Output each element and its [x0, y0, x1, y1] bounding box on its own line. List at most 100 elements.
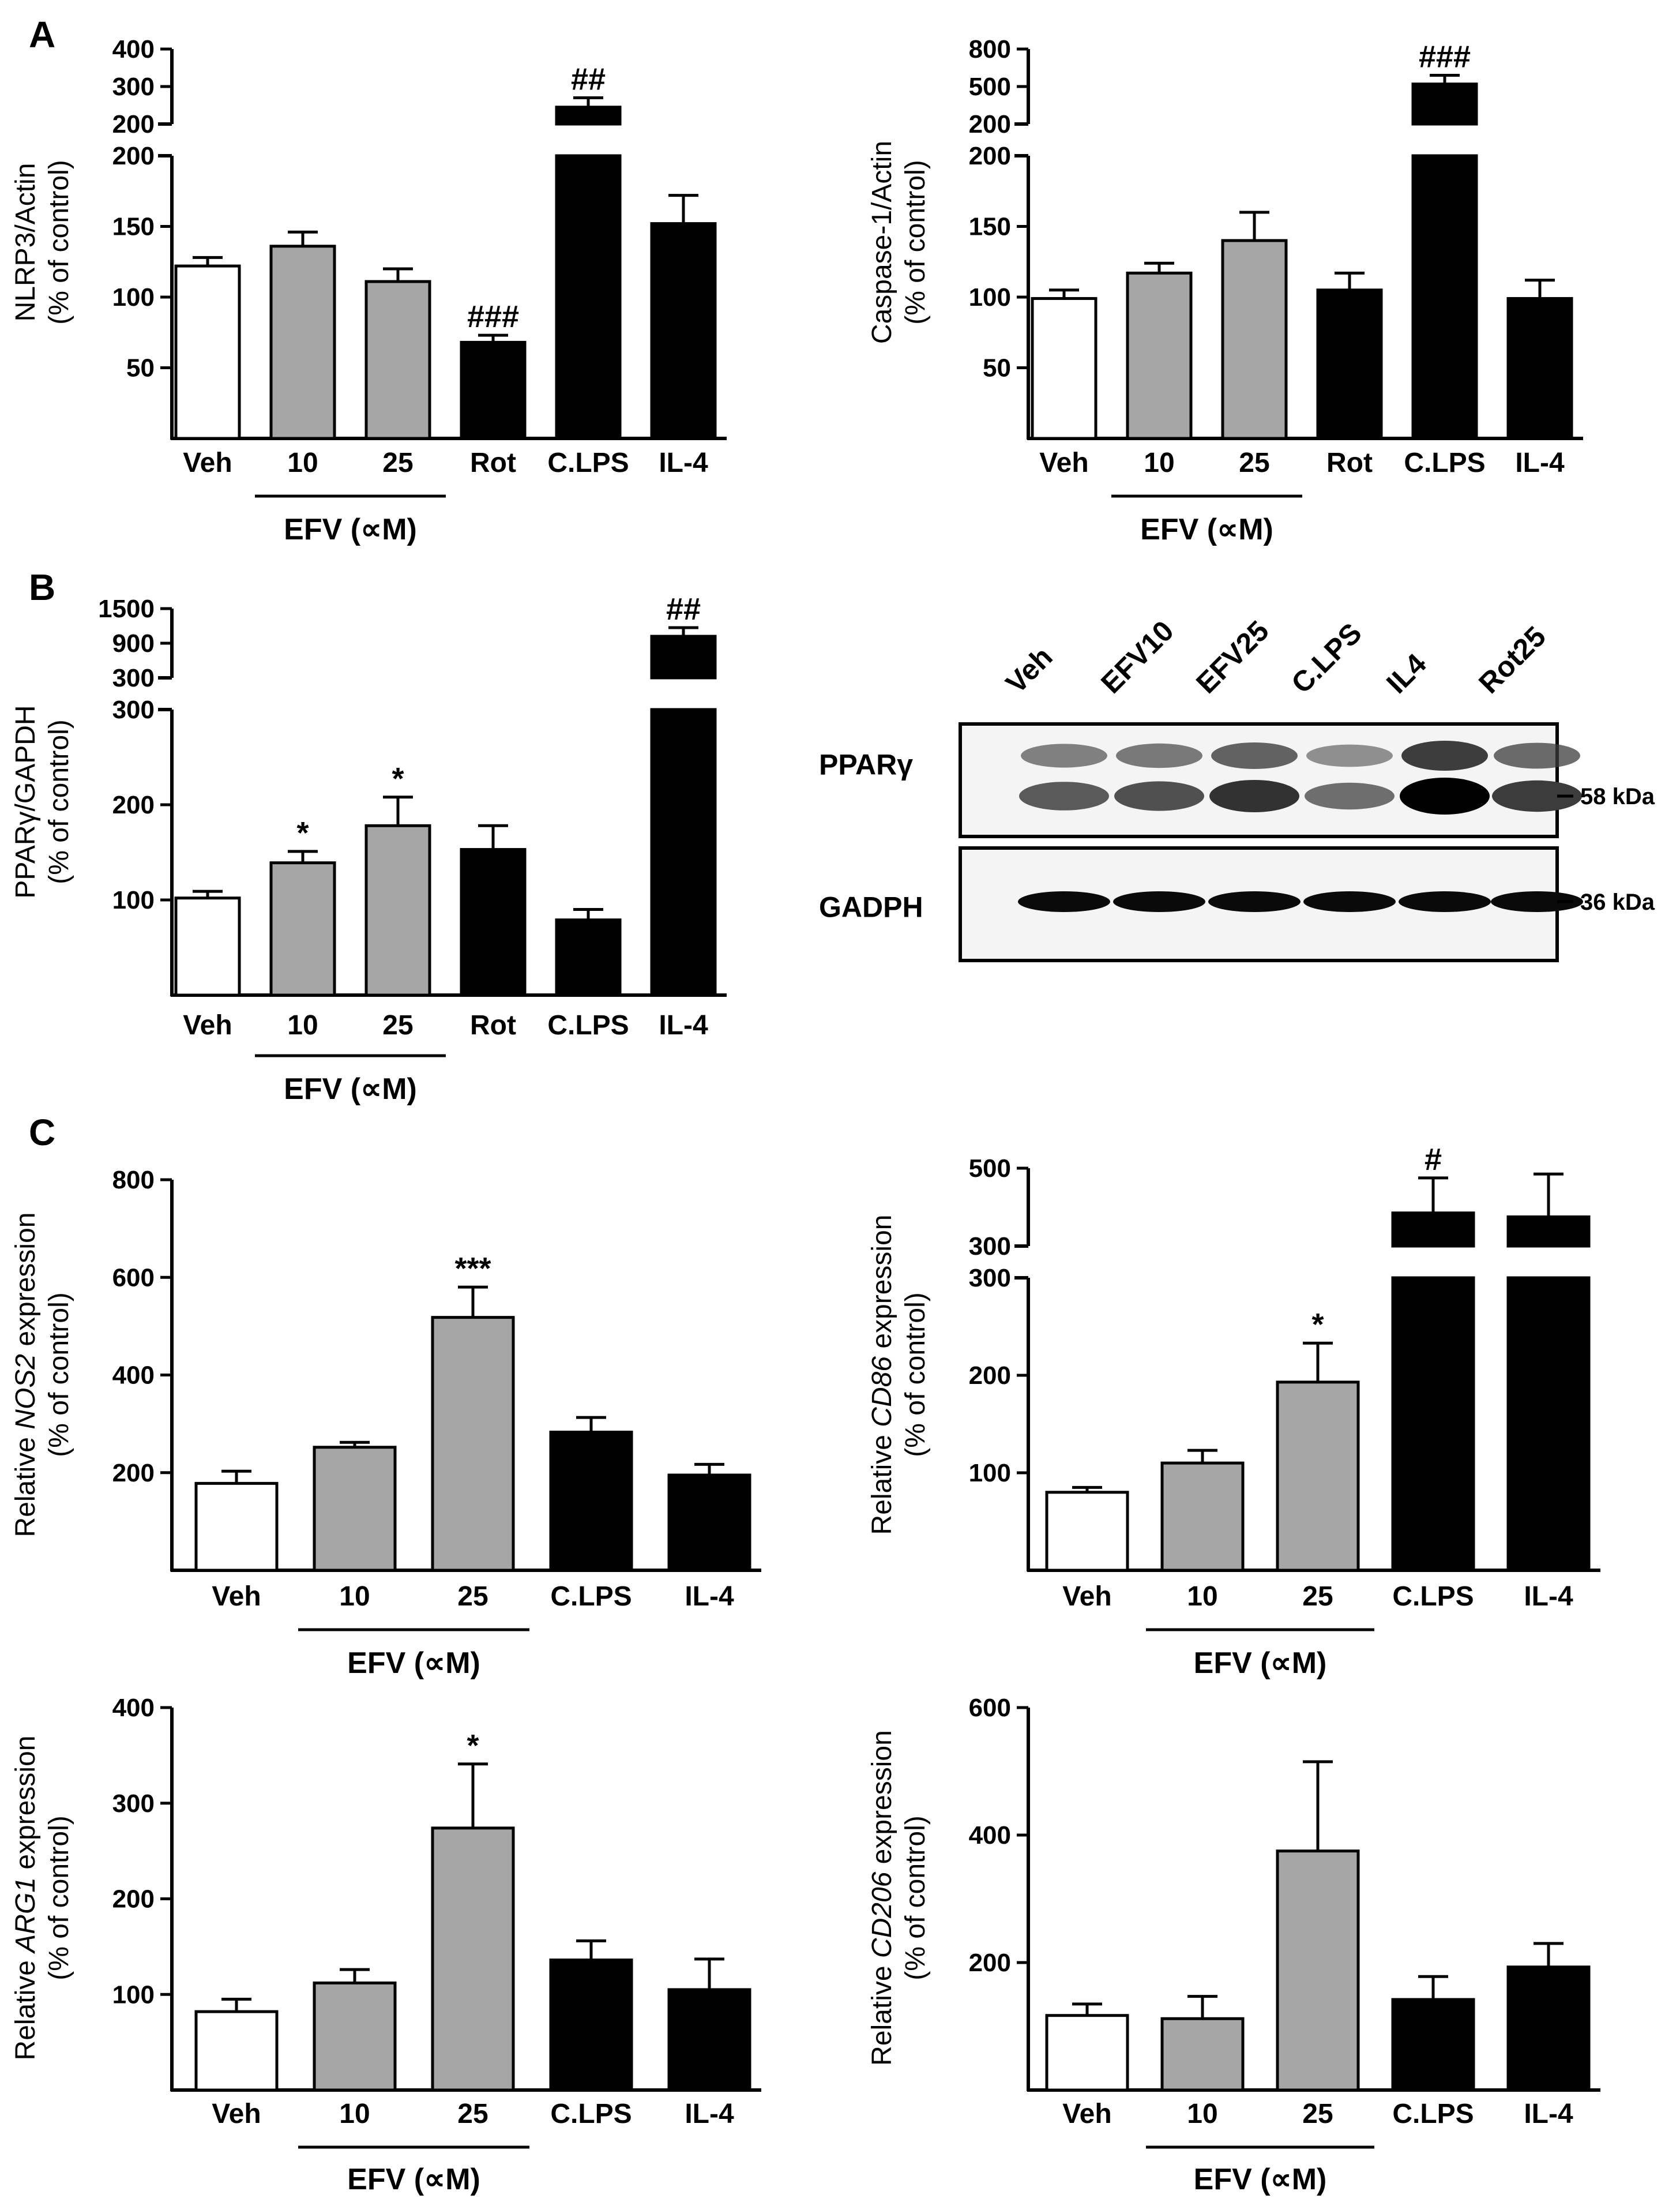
blot-band	[1492, 780, 1582, 812]
y-axis-label-line2: (% of control)	[900, 1292, 931, 1457]
y-tick-label: 100	[112, 283, 155, 312]
bar	[555, 918, 622, 997]
bar	[1221, 239, 1288, 440]
y-tick-label: 500	[969, 1154, 1011, 1183]
y-axis-label: NLRP3/Actin (% of control)	[10, 160, 74, 324]
y-tick-label: 800	[112, 1166, 155, 1194]
y-tick-label: 600	[112, 1263, 155, 1292]
significance-label: ###	[1419, 40, 1471, 74]
y-axis-label-text: expression	[867, 1730, 897, 1871]
blot-band	[1306, 744, 1393, 767]
significance-label: ###	[467, 299, 519, 334]
bar	[1126, 271, 1193, 440]
gene-name: NOS2	[10, 1354, 41, 1430]
bar	[313, 1981, 397, 2092]
chart-nos2: 200 400 600 800 Veh 10 *** 25 C.LPS IL-4 EFV (∝M) R…	[10, 1166, 761, 1680]
y-tick-label: 50	[126, 354, 155, 382]
y-axis-label-line1: NLRP3/Actin	[10, 163, 41, 322]
bar	[174, 896, 241, 997]
y-tick-label: 900	[112, 629, 155, 658]
bar	[1276, 1849, 1360, 2092]
x-tick-label: IL-4	[1524, 2099, 1573, 2129]
x-tick-label: IL-4	[685, 1581, 734, 1612]
y-tick-label: 200	[112, 1459, 155, 1487]
gene-name: CD206	[867, 1871, 897, 1958]
bar	[667, 1988, 751, 2092]
bar	[1160, 2017, 1245, 2092]
bar	[1506, 1276, 1591, 1572]
y-tick-label: 300	[969, 1232, 1011, 1260]
y-tick-label: 200	[969, 142, 1011, 170]
kda-label: 36 kDa	[1580, 890, 1655, 915]
bar	[364, 824, 431, 997]
significance-label: *	[1311, 1307, 1324, 1342]
x-tick-label: 25	[382, 1010, 413, 1041]
group-label: EFV (∝M)	[1194, 1646, 1327, 1680]
x-tick-label: IL-4	[1524, 1581, 1573, 1612]
lane-label: Veh	[999, 640, 1058, 699]
bar	[194, 1481, 279, 1572]
bar	[364, 280, 431, 440]
y-axis-label-text: expression	[10, 1736, 41, 1877]
bar	[1411, 82, 1478, 126]
y-tick-label: 300	[112, 73, 155, 101]
lane-label: IL4	[1380, 647, 1433, 700]
group-label: EFV (∝M)	[284, 513, 417, 546]
x-tick-label: C.LPS	[1392, 1581, 1474, 1612]
y-tick-label: 100	[969, 1459, 1011, 1487]
blot-band	[1494, 742, 1580, 769]
bar	[555, 154, 622, 440]
kda-label: 58 kDa	[1580, 784, 1655, 809]
x-tick-label: 10	[1144, 448, 1174, 478]
bar	[174, 264, 241, 440]
y-tick-label: 200	[969, 110, 1011, 138]
bar	[460, 340, 527, 440]
x-tick-label: C.LPS	[547, 448, 629, 478]
y-tick-label: 200	[112, 142, 155, 170]
bar	[1506, 1215, 1591, 1248]
bar	[1276, 1380, 1360, 1572]
y-tick-label: 300	[969, 1264, 1011, 1292]
blot-row-label: GADPH	[819, 891, 923, 924]
y-tick-label: 400	[969, 1821, 1011, 1849]
bar	[667, 1473, 751, 1572]
blot-band	[1019, 782, 1109, 811]
y-tick-label: 1500	[98, 595, 155, 623]
significance-label: ***	[454, 1251, 491, 1286]
gene-name: CD86	[867, 1356, 897, 1427]
significance-label: ##	[666, 592, 701, 626]
bar	[194, 2010, 279, 2092]
x-tick-label: 25	[382, 448, 413, 478]
x-tick-label: 10	[287, 1010, 318, 1041]
group-label: EFV (∝M)	[347, 1646, 480, 1680]
group-label: EFV (∝M)	[284, 1072, 417, 1106]
bar	[1391, 1998, 1475, 2092]
y-axis-label-line1: Relative CD206 expression	[867, 1730, 897, 2066]
blot-band	[1018, 891, 1110, 912]
x-tick-label: 25	[457, 2099, 488, 2129]
x-tick-label: Veh	[1062, 1581, 1111, 1612]
x-tick-label: Veh	[212, 2099, 261, 2129]
y-tick-label: 200	[112, 1885, 155, 1914]
blot-band	[1113, 891, 1205, 912]
x-tick-label: Veh	[1062, 2099, 1111, 2129]
group-label: EFV (∝M)	[1194, 2163, 1327, 2196]
x-tick-label: IL-4	[659, 448, 708, 478]
blot-band	[1401, 741, 1488, 771]
significance-label: ##	[571, 62, 606, 97]
x-tick-label: IL-4	[685, 2099, 734, 2129]
y-tick-label: 400	[112, 1361, 155, 1390]
gene-name: ARG1	[10, 1877, 41, 1954]
y-tick-label: 150	[969, 213, 1011, 241]
y-axis-label: PPARγ/GAPDH (% of control)	[10, 705, 74, 898]
y-tick-label: 200	[112, 791, 155, 819]
y-tick-label: 150	[112, 213, 155, 241]
y-axis-label-text: Relative	[10, 1953, 41, 2061]
y-axis-label: Relative CD86 expression(% of control)	[867, 1215, 931, 1535]
y-axis-label-line2: (% of control)	[44, 1292, 74, 1457]
y-axis-label: Caspase-1/Actin (% of control)	[867, 141, 931, 344]
chart-arg1: 100 200 300 400 Veh 10 * 25 C.LPS IL-4 EFV (∝M) Rel…	[10, 1694, 761, 2196]
group-label: EFV (∝M)	[1140, 513, 1273, 546]
y-axis-label-line1: Relative NOS2 expression	[10, 1213, 41, 1537]
